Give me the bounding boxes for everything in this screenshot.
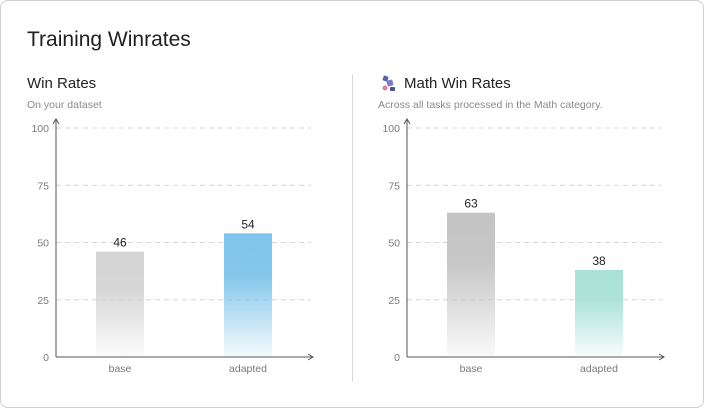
bar-base — [96, 251, 144, 357]
win-rates-panel: Win Rates On your dataset — [1, 1, 341, 407]
bar-value-label: 38 — [592, 254, 606, 268]
bar-adapted — [575, 269, 623, 357]
panel-divider — [352, 74, 353, 382]
win-rates-chart: 0 25 50 75 100 46 base 54 adapted — [31, 118, 314, 375]
panel-title: Math Win Rates — [404, 75, 511, 92]
x-tick-label: adapted — [580, 363, 618, 375]
y-tick-label: 25 — [388, 295, 400, 307]
bar-base — [447, 212, 495, 357]
y-tick-label: 100 — [382, 123, 400, 135]
y-tick-label: 25 — [37, 295, 49, 307]
bar-value-label: 46 — [113, 236, 127, 250]
y-tick-label: 100 — [31, 123, 49, 135]
y-tick-label: 50 — [388, 238, 400, 250]
y-tick-label: 50 — [37, 238, 49, 250]
x-tick-label: base — [109, 363, 132, 375]
x-axis-arrow — [658, 353, 665, 361]
math-win-rates-panel: Math Win Rates Across all tasks processe… — [352, 1, 692, 407]
math-win-rates-chart: 0 25 50 75 100 63 base 38 adapted — [382, 118, 665, 375]
panel-title: Win Rates — [27, 75, 97, 92]
x-tick-label: base — [460, 363, 483, 375]
y-axis-arrow — [403, 118, 411, 125]
panel-subtitle: On your dataset — [27, 99, 102, 111]
x-axis-arrow — [307, 353, 314, 361]
y-tick-label: 0 — [394, 352, 400, 364]
y-axis-arrow — [52, 118, 60, 125]
x-tick-label: adapted — [229, 363, 267, 375]
math-icon — [380, 75, 398, 93]
bar-value-label: 54 — [241, 217, 255, 231]
panel-subtitle: Across all tasks processed in the Math c… — [378, 99, 603, 111]
page-title: Training Winrates — [27, 28, 191, 51]
bar-adapted — [224, 233, 272, 357]
bar-value-label: 63 — [464, 197, 478, 211]
y-tick-label: 0 — [43, 352, 49, 364]
y-tick-label: 75 — [37, 180, 49, 192]
y-tick-label: 75 — [388, 180, 400, 192]
